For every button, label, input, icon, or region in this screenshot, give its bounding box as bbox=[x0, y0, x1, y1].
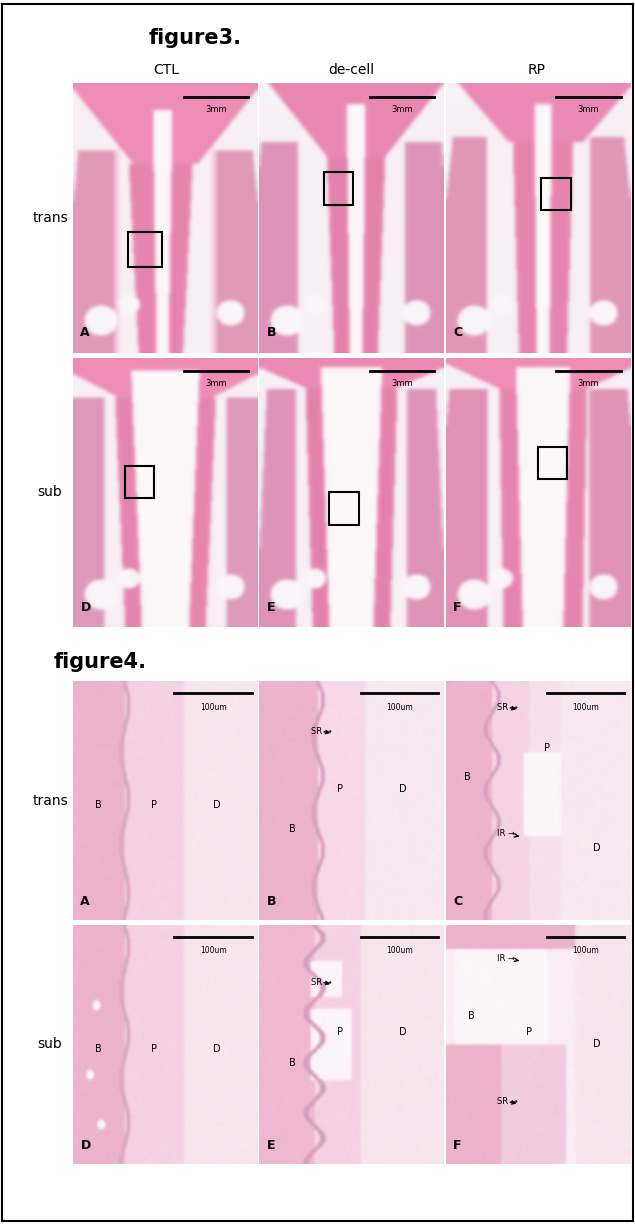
Text: SR →: SR → bbox=[311, 726, 331, 736]
Text: 100um: 100um bbox=[200, 703, 227, 712]
Text: D: D bbox=[593, 843, 601, 854]
Text: 3mm: 3mm bbox=[578, 380, 599, 388]
Text: E: E bbox=[267, 1139, 275, 1151]
Text: B: B bbox=[289, 1058, 296, 1068]
Text: CTL: CTL bbox=[153, 62, 179, 77]
Bar bbox=[538, 447, 567, 479]
Text: 100um: 100um bbox=[386, 947, 413, 956]
Text: B: B bbox=[289, 824, 296, 834]
Text: E: E bbox=[267, 600, 275, 614]
Text: sub: sub bbox=[37, 1038, 62, 1051]
Bar bbox=[124, 466, 154, 497]
Text: C: C bbox=[453, 326, 462, 339]
Text: C: C bbox=[453, 895, 462, 908]
Text: P: P bbox=[337, 1028, 344, 1038]
Text: F: F bbox=[453, 600, 462, 614]
Text: SR →: SR → bbox=[497, 703, 518, 712]
Text: 3mm: 3mm bbox=[391, 105, 413, 114]
Text: D: D bbox=[81, 600, 91, 614]
Text: A: A bbox=[81, 326, 90, 339]
Text: B: B bbox=[468, 1011, 475, 1020]
Text: 3mm: 3mm bbox=[205, 105, 227, 114]
Text: SR →: SR → bbox=[497, 1098, 518, 1106]
Text: 3mm: 3mm bbox=[205, 380, 227, 388]
Text: B: B bbox=[95, 1044, 102, 1054]
Text: sub: sub bbox=[37, 485, 62, 500]
Text: SR →: SR → bbox=[311, 978, 331, 986]
Text: figure4.: figure4. bbox=[53, 653, 147, 673]
Text: figure3.: figure3. bbox=[149, 28, 242, 48]
Text: 100um: 100um bbox=[572, 947, 599, 956]
Text: D: D bbox=[81, 1139, 91, 1151]
Text: A: A bbox=[81, 895, 90, 908]
Text: 100um: 100um bbox=[386, 703, 413, 712]
Text: P: P bbox=[151, 800, 157, 810]
Text: de-cell: de-cell bbox=[328, 62, 375, 77]
Text: D: D bbox=[399, 784, 407, 794]
Text: IR →: IR → bbox=[497, 829, 518, 838]
Text: 3mm: 3mm bbox=[391, 380, 413, 388]
Text: RP: RP bbox=[528, 62, 546, 77]
Text: D: D bbox=[593, 1039, 601, 1050]
Text: IR →: IR → bbox=[497, 954, 518, 963]
Bar bbox=[324, 173, 353, 205]
Bar bbox=[330, 492, 359, 524]
Text: D: D bbox=[213, 800, 220, 810]
Text: P: P bbox=[337, 784, 344, 794]
Text: D: D bbox=[399, 1028, 407, 1038]
Text: trans: trans bbox=[32, 794, 68, 807]
Text: F: F bbox=[453, 1139, 462, 1151]
Text: trans: trans bbox=[32, 211, 68, 225]
Text: P: P bbox=[151, 1044, 157, 1054]
Text: 100um: 100um bbox=[200, 947, 227, 956]
Bar bbox=[542, 178, 571, 209]
Text: 100um: 100um bbox=[572, 703, 599, 712]
Text: B: B bbox=[267, 895, 276, 908]
Bar bbox=[128, 232, 161, 267]
Text: B: B bbox=[267, 326, 276, 339]
Text: P: P bbox=[544, 744, 550, 753]
Text: 3mm: 3mm bbox=[578, 105, 599, 114]
Text: P: P bbox=[526, 1028, 531, 1038]
Text: B: B bbox=[464, 772, 471, 782]
Text: D: D bbox=[213, 1044, 220, 1054]
Text: B: B bbox=[95, 800, 102, 810]
